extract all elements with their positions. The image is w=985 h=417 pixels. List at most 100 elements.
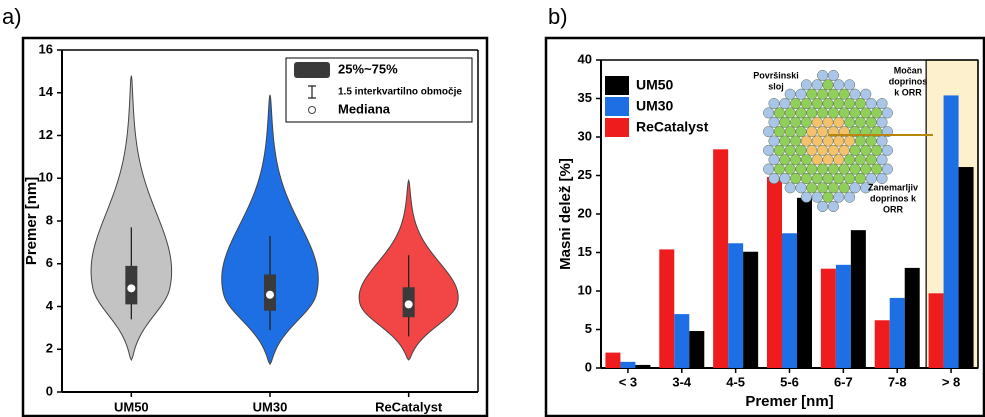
median [404, 300, 413, 309]
atom [773, 144, 785, 156]
x-tick-label: 6-7 [834, 374, 853, 389]
atom [876, 116, 888, 128]
bar [889, 297, 905, 368]
atom [844, 79, 856, 91]
atom [849, 182, 861, 194]
atom [849, 88, 861, 100]
annotation: Površinski [753, 70, 799, 80]
atom [876, 135, 888, 147]
atom [827, 69, 839, 82]
y-tick-label: 16 [39, 41, 53, 56]
bar [958, 167, 974, 368]
atom [854, 116, 866, 128]
atom [844, 172, 856, 184]
atom [827, 163, 839, 175]
atom [773, 107, 785, 119]
atom [838, 88, 850, 100]
atom [768, 154, 780, 166]
annotation: k ORR [894, 87, 922, 97]
atom [817, 163, 829, 175]
atom [817, 107, 829, 119]
y-tick-label: 0 [585, 359, 592, 374]
atom [865, 116, 877, 128]
bar [767, 177, 782, 368]
atom [849, 107, 861, 119]
bar [689, 331, 705, 368]
atom [763, 126, 775, 138]
legend-label: UM50 [636, 77, 674, 93]
legend-label: 25%~75% [338, 61, 398, 76]
annotation: sloj [768, 81, 784, 91]
atom [784, 144, 796, 156]
legend-swatch [605, 97, 629, 116]
atom [871, 163, 883, 175]
atom [833, 135, 845, 147]
atom [838, 163, 850, 175]
bar [835, 264, 851, 368]
legend-label: UM30 [636, 98, 674, 114]
atom [779, 135, 791, 147]
bar [620, 361, 636, 368]
atom [795, 107, 807, 119]
bar [820, 268, 836, 368]
atom [817, 144, 829, 156]
bar [943, 95, 959, 369]
violin [221, 94, 319, 366]
atom [871, 107, 883, 119]
x-tick-label: 4-5 [726, 374, 745, 389]
legend-swatch [605, 76, 629, 95]
atom [790, 98, 802, 110]
atom [876, 154, 888, 166]
atom [849, 163, 861, 175]
atom [827, 144, 839, 156]
atom [833, 98, 845, 110]
x-axis-label: Premer [nm] [745, 393, 833, 410]
annotation: doprinos [889, 76, 928, 86]
atom [844, 98, 856, 110]
bar [904, 267, 920, 368]
legend-label: ReCatalyst [636, 119, 709, 135]
atom [795, 126, 807, 138]
atom [833, 79, 845, 91]
atom [811, 135, 823, 147]
y-tick-label: 0 [46, 383, 53, 398]
atom [811, 154, 823, 166]
atom [784, 107, 796, 119]
atom [790, 135, 802, 147]
atom [811, 191, 823, 203]
atom [876, 172, 888, 184]
annotation: ORR [883, 204, 904, 214]
atom [849, 144, 861, 156]
atom [881, 163, 893, 175]
atom [817, 88, 829, 100]
atom [773, 163, 785, 175]
atom [833, 116, 845, 128]
atom [763, 163, 775, 175]
median [127, 284, 136, 293]
atom [860, 107, 872, 119]
atom [827, 88, 839, 100]
atom [838, 107, 850, 119]
atom [817, 182, 829, 194]
atom [800, 116, 812, 128]
atom [800, 172, 812, 184]
atom [790, 116, 802, 128]
atom [779, 98, 791, 110]
atom [817, 69, 829, 82]
atom [763, 107, 775, 119]
atom [784, 182, 796, 194]
atom [811, 79, 823, 91]
atom [833, 172, 845, 184]
atom [817, 200, 829, 213]
y-tick-label: 5 [585, 321, 592, 336]
y-tick-label: 2 [46, 341, 53, 356]
atom [773, 126, 785, 138]
atom [822, 154, 834, 166]
x-tick-label: UM30 [253, 399, 288, 414]
atom [838, 144, 850, 156]
atom [806, 163, 818, 175]
atom [822, 172, 834, 184]
atom [865, 98, 877, 110]
atom [838, 182, 850, 194]
